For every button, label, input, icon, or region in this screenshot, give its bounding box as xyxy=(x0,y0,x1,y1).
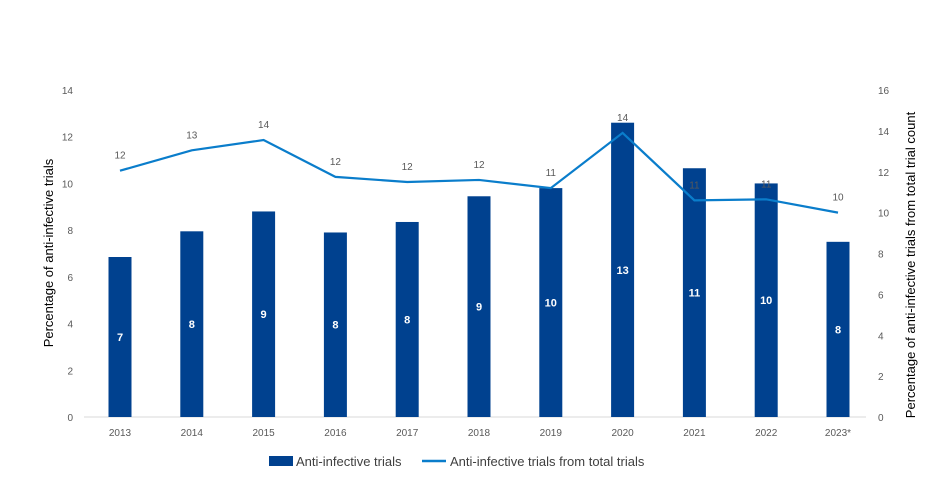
y2-tick-label: 6 xyxy=(878,290,884,301)
y-tick-label: 14 xyxy=(62,86,74,97)
y-tick-label: 0 xyxy=(67,413,73,424)
line-value-label: 13 xyxy=(186,130,198,141)
bar-value-label: 7 xyxy=(117,332,123,344)
line-value-label: 11 xyxy=(761,179,772,190)
y-axis-title: Percentage of anti-infective trials xyxy=(41,158,56,347)
line-value-label: 11 xyxy=(546,168,557,179)
line-value-label: 14 xyxy=(617,113,629,124)
x-tick-label: 2014 xyxy=(181,428,204,439)
x-tick-label: 2022 xyxy=(755,428,778,439)
y-tick-label: 4 xyxy=(67,320,73,331)
bar-value-label: 8 xyxy=(835,324,841,336)
line-value-label: 12 xyxy=(114,151,126,162)
line-value-label: 14 xyxy=(258,120,270,131)
y2-tick-label: 10 xyxy=(878,209,890,220)
x-tick-label: 2021 xyxy=(683,428,706,439)
bar-value-label: 10 xyxy=(545,298,557,310)
line-value-label: 10 xyxy=(832,193,844,204)
y2-tick-label: 0 xyxy=(878,413,884,424)
legend-label-bar: Anti-infective trials xyxy=(296,454,402,469)
x-tick-label: 2015 xyxy=(252,428,275,439)
legend-swatch-bar xyxy=(269,456,293,466)
y-tick-label: 2 xyxy=(67,366,73,377)
y-tick-label: 12 xyxy=(62,133,74,144)
x-tick-label: 2017 xyxy=(396,428,419,439)
y-tick-label: 6 xyxy=(67,273,73,284)
y2-axis-title: Percentage of anti-infective trials from… xyxy=(903,111,918,418)
y2-tick-label: 8 xyxy=(878,250,884,261)
line-value-label: 12 xyxy=(330,157,342,168)
y2-tick-label: 4 xyxy=(878,331,884,342)
bar-value-label: 13 xyxy=(616,265,628,277)
y2-tick-label: 16 xyxy=(878,86,890,97)
x-tick-label: 2019 xyxy=(540,428,563,439)
line-value-label: 11 xyxy=(689,180,700,191)
line-value-label: 12 xyxy=(402,162,414,173)
legend-label-line: Anti-infective trials from total trials xyxy=(450,454,645,469)
y-tick-label: 8 xyxy=(67,226,73,237)
bar-value-label: 9 xyxy=(261,309,267,321)
bar-value-label: 9 xyxy=(476,302,482,314)
y2-tick-label: 14 xyxy=(878,127,890,138)
x-tick-label: 2018 xyxy=(468,428,491,439)
y2-tick-label: 12 xyxy=(878,168,890,179)
bar-value-label: 8 xyxy=(189,319,195,331)
bar-value-label: 11 xyxy=(689,288,701,300)
y-tick-label: 10 xyxy=(62,179,74,190)
bar-value-label: 10 xyxy=(760,295,772,307)
x-tick-label: 2023* xyxy=(825,428,851,439)
legend: Anti-infective trials Anti-infective tri… xyxy=(269,454,645,469)
x-tick-label: 2016 xyxy=(324,428,347,439)
x-tick-label: 2020 xyxy=(611,428,634,439)
y2-tick-label: 2 xyxy=(878,372,884,383)
bar-value-label: 8 xyxy=(404,314,410,326)
bar-value-label: 8 xyxy=(332,320,338,332)
x-tick-label: 2013 xyxy=(109,428,132,439)
line-value-label: 12 xyxy=(473,160,485,171)
